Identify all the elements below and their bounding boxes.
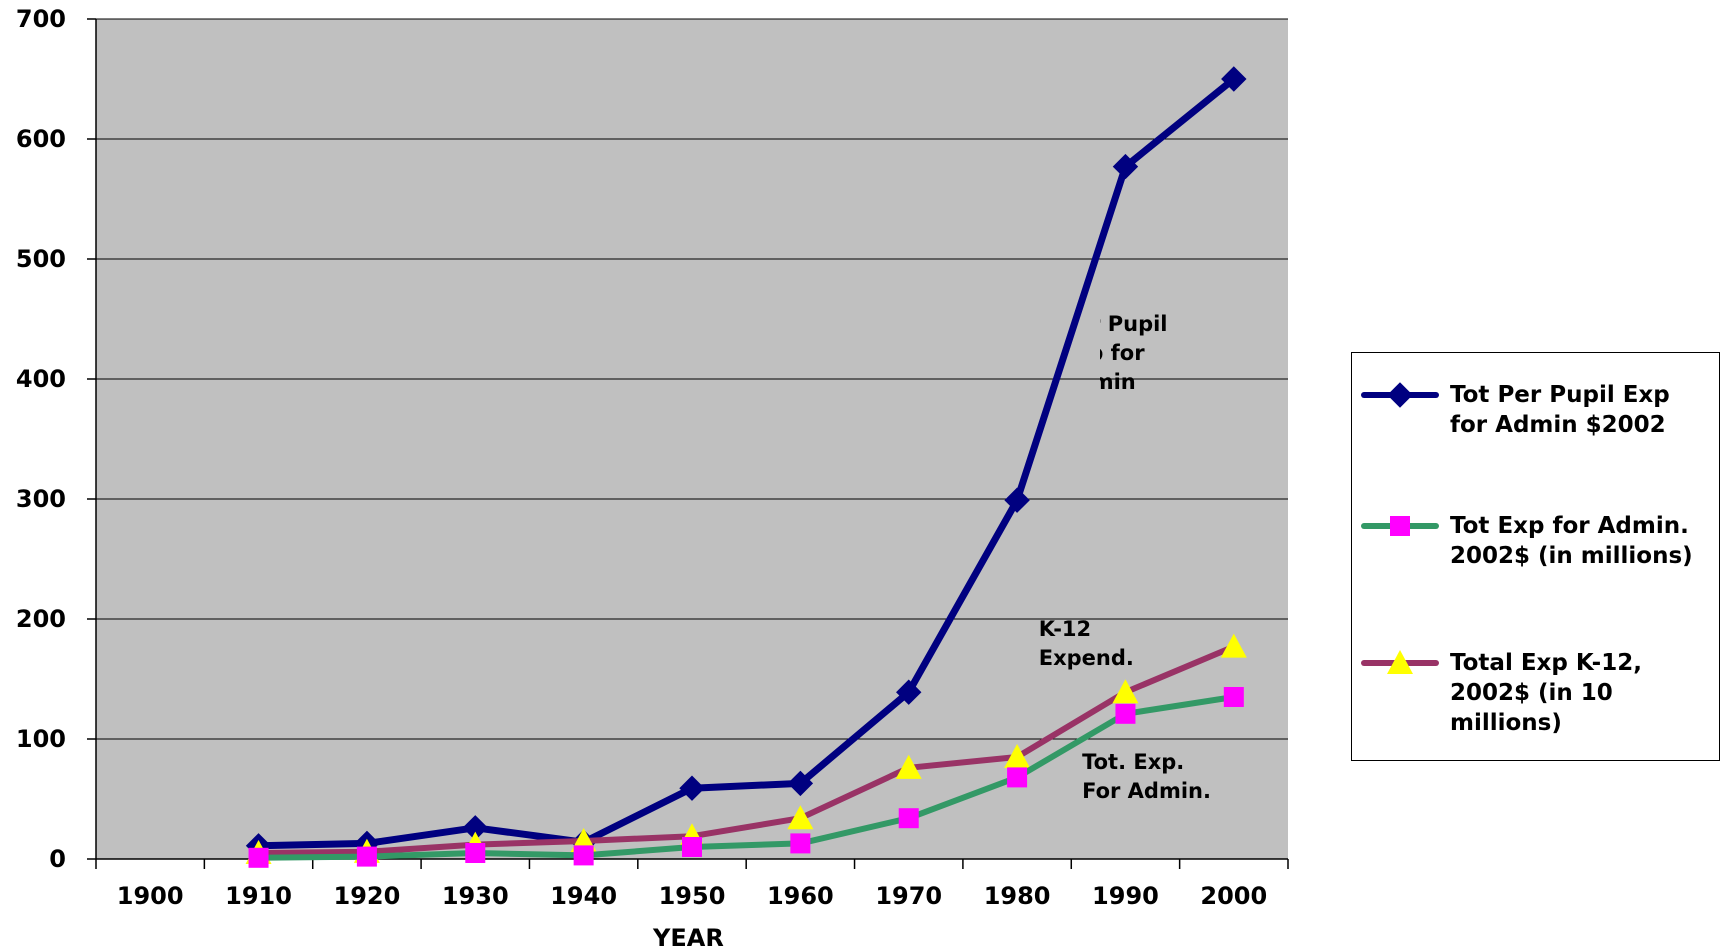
annotation-line: Admin [1060, 370, 1135, 394]
data-point [1223, 687, 1244, 707]
annotation: K-12 Expend. [1039, 617, 1134, 670]
x-tick-label: 1970 [875, 882, 942, 910]
y-tick-label: 100 [16, 725, 66, 753]
data-point [1220, 633, 1247, 658]
data-point [1221, 66, 1247, 92]
annotation-line: Per Pupil [1060, 312, 1167, 336]
y-axis-ticks: 0 100 200 300 400 500 600 700 [16, 5, 96, 873]
series-group [245, 66, 1247, 868]
data-point [1115, 703, 1136, 724]
data-point [1004, 487, 1030, 513]
annotation: Per Pupil Exp for Admin [1060, 312, 1168, 394]
data-point [1390, 516, 1410, 536]
data-point [679, 775, 705, 801]
data-point [895, 754, 922, 779]
x-axis-title: YEAR [652, 924, 724, 950]
x-tick-label: 1950 [659, 882, 726, 910]
data-point [787, 770, 814, 797]
x-axis-ticks: 1900 1910 1920 1930 1940 1950 1960 1970 1980 1990… [95, 859, 1289, 910]
legend-swatch [1361, 382, 1439, 408]
y-tick-label: 200 [16, 605, 66, 633]
data-point [1387, 382, 1413, 408]
data-point [682, 837, 702, 857]
legend-label: Tot Per Pupil Exp for Admin $2002 [1450, 382, 1670, 438]
data-point [787, 805, 814, 830]
legend: Tot Per Pupil Exp for Admin $2002 Tot Exp… [1351, 352, 1720, 761]
annotation-line: For Admin. [1082, 779, 1211, 803]
y-tick-label: 300 [16, 485, 66, 513]
x-tick-label: 1910 [225, 882, 292, 910]
x-tick-label: 1940 [550, 882, 617, 910]
x-tick-label: 1990 [1092, 882, 1159, 910]
data-point [1004, 744, 1031, 769]
annotations: Per Pupil Exp for Admin K-12 Expend. Tot. Exp… [1039, 312, 1211, 803]
data-point [1007, 767, 1028, 788]
annotation-line: Expend. [1039, 646, 1134, 670]
data-point [896, 679, 922, 705]
data-point [898, 808, 919, 829]
data-point [1112, 153, 1139, 180]
x-tick-label: 1960 [767, 882, 834, 910]
y-tick-label: 400 [16, 365, 66, 393]
x-tick-label: 1900 [117, 882, 184, 910]
annotation-line: Exp for [1060, 341, 1145, 365]
x-tick-label: 1920 [334, 882, 401, 910]
legend-label: Tot Exp for Admin. 2002$ (in millions) [1450, 513, 1693, 569]
legend-swatch [1361, 516, 1439, 536]
x-tick-label: 1980 [984, 882, 1051, 910]
data-point [1387, 650, 1413, 675]
x-tick-label: 1930 [442, 882, 509, 910]
annotation-line: K-12 [1039, 617, 1091, 641]
gridlines [96, 18, 1288, 740]
series-line [255, 75, 1238, 850]
data-point [1112, 679, 1139, 704]
series-square [248, 687, 1244, 868]
y-tick-label: 600 [16, 125, 66, 153]
plot-area [96, 19, 1288, 859]
y-tick-label: 500 [16, 245, 66, 273]
series-line [255, 694, 1237, 861]
series-line [255, 643, 1237, 856]
legend-swatch [1361, 650, 1439, 675]
x-tick-label: 2000 [1200, 882, 1267, 910]
y-tick-label: 0 [49, 845, 66, 873]
y-tick-label: 700 [16, 5, 66, 33]
data-point [790, 833, 811, 854]
data-point [465, 843, 486, 863]
data-point [356, 846, 377, 867]
annotation-line: Tot. Exp. [1082, 750, 1184, 774]
data-point [573, 845, 594, 866]
data-point [248, 847, 269, 868]
annotation: Tot. Exp. For Admin. [1082, 750, 1211, 803]
legend-label: Total Exp K-12, 2002$ (in 10 millions) [1450, 650, 1642, 736]
